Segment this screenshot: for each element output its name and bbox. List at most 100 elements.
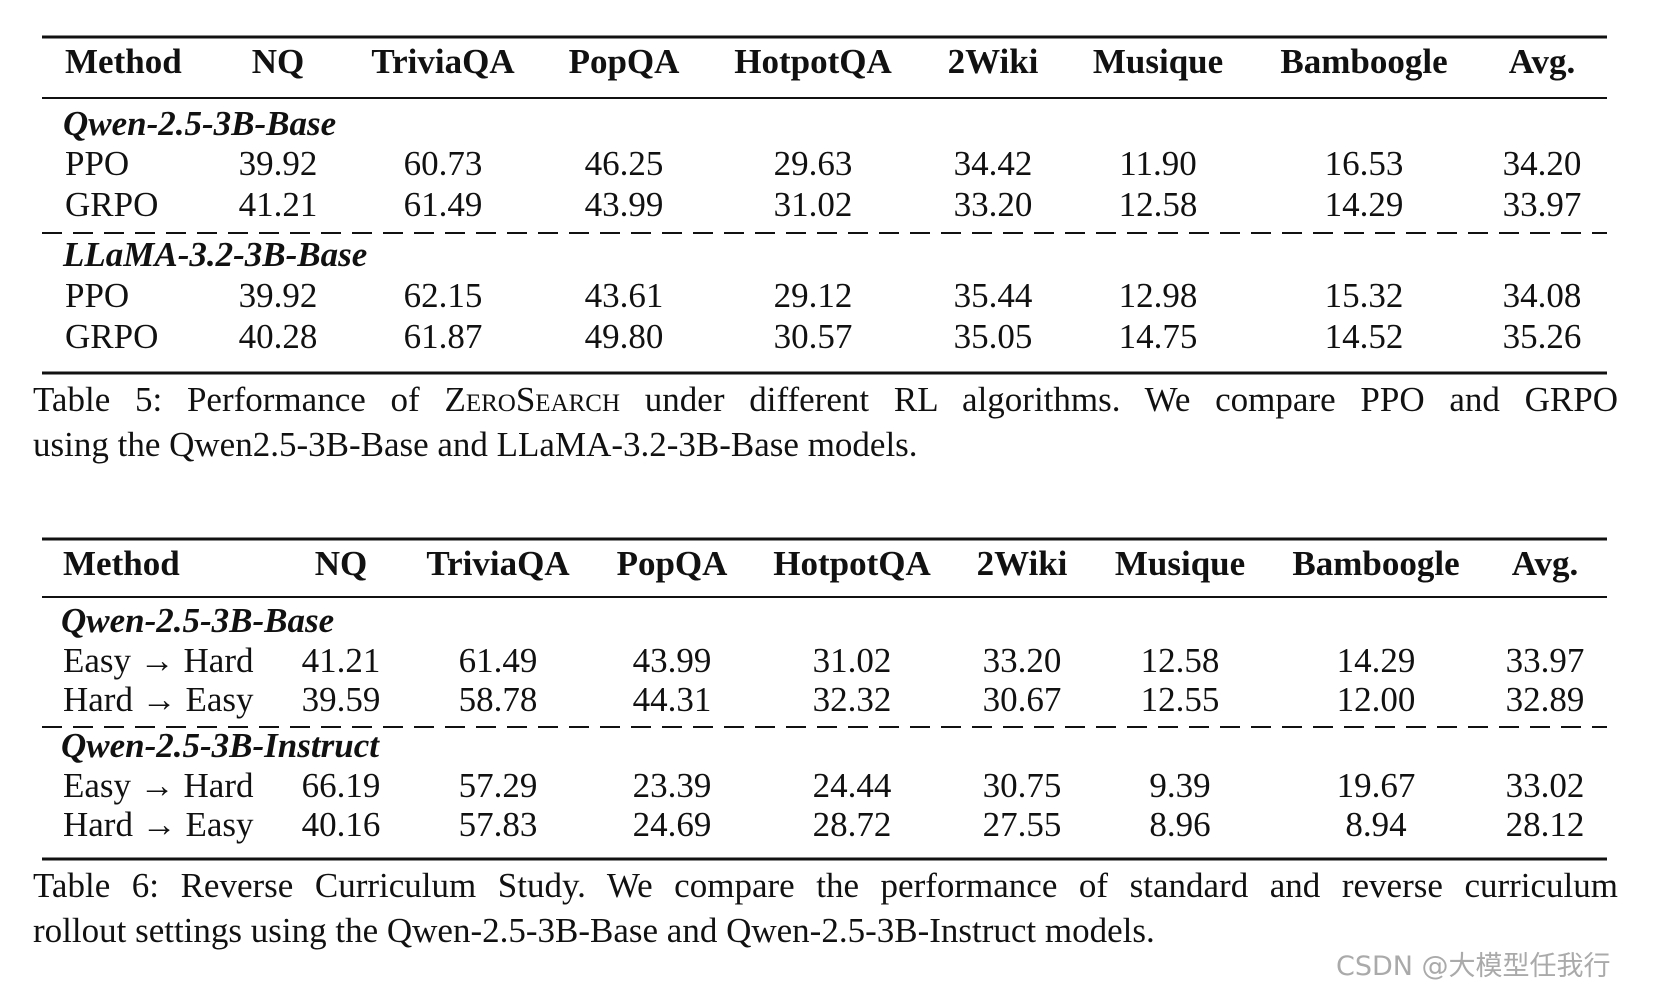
- row-label: Hard → Easy: [63, 680, 254, 719]
- column-header: HotpotQA: [734, 42, 892, 81]
- watermark: CSDN @大模型任我行: [1336, 951, 1611, 982]
- column-header: Avg.: [1512, 544, 1578, 583]
- cell: 16.53: [1325, 144, 1404, 183]
- cell: 41.21: [239, 185, 318, 224]
- row-label: PPO: [65, 144, 129, 183]
- cell: 14.29: [1325, 185, 1404, 224]
- column-header: Method: [63, 544, 180, 583]
- cell: 24.44: [813, 766, 892, 805]
- cell: 61.49: [459, 641, 538, 680]
- caption-text: Table 6: Reverse Curriculum Study. We co…: [33, 866, 1618, 905]
- column-header: TriviaQA: [426, 544, 570, 583]
- group-label: Qwen-2.5-3B-Base: [61, 601, 334, 640]
- cell: 40.16: [302, 805, 381, 844]
- group-label: LLaMA-3.2-3B-Base: [62, 235, 367, 274]
- column-header: NQ: [315, 544, 368, 583]
- cell: 49.80: [585, 317, 664, 356]
- cell: 30.57: [774, 317, 853, 356]
- cell: 14.29: [1337, 641, 1416, 680]
- cell: 41.21: [302, 641, 381, 680]
- cell: 34.42: [954, 144, 1033, 183]
- cell: 44.31: [633, 680, 712, 719]
- cell: 60.73: [404, 144, 483, 183]
- cell: 24.69: [633, 805, 712, 844]
- row-label: PPO: [65, 276, 129, 315]
- row-label: Hard → Easy: [63, 805, 254, 844]
- cell: 8.96: [1149, 805, 1210, 844]
- column-header: NQ: [252, 42, 305, 81]
- column-header: Method: [65, 42, 182, 81]
- group-label: Qwen-2.5-3B-Base: [63, 104, 336, 143]
- cell: 31.02: [774, 185, 853, 224]
- cell: 19.67: [1337, 766, 1416, 805]
- column-header: Avg.: [1509, 42, 1575, 81]
- cell: 43.61: [585, 276, 664, 315]
- column-header: 2Wiki: [977, 544, 1068, 583]
- group-label: Qwen-2.5-3B-Instruct: [61, 726, 380, 765]
- cell: 57.83: [459, 805, 538, 844]
- cell: 12.00: [1337, 680, 1416, 719]
- cell: 57.29: [459, 766, 538, 805]
- caption-text: under different RL algorithms. We compar…: [644, 380, 1619, 419]
- row-label: Easy → Hard: [63, 641, 254, 680]
- cell: 39.92: [239, 276, 318, 315]
- cell: 34.20: [1503, 144, 1582, 183]
- column-header: Musique: [1115, 544, 1245, 583]
- cell: 33.97: [1506, 641, 1585, 680]
- column-header: PopQA: [617, 544, 729, 583]
- caption-line: Table 6: Reverse Curriculum Study. We co…: [33, 866, 1618, 906]
- cell: 39.92: [239, 144, 318, 183]
- cell: 39.59: [302, 680, 381, 719]
- cell: 35.44: [954, 276, 1033, 315]
- cell: 35.05: [954, 317, 1033, 356]
- cell: 14.75: [1119, 317, 1198, 356]
- cell: 12.55: [1141, 680, 1220, 719]
- caption-line: Table 5: Performance of ZeroSearch under…: [33, 380, 1618, 420]
- cell: 15.32: [1325, 276, 1404, 315]
- cell: 14.52: [1325, 317, 1404, 356]
- cell: 66.19: [302, 766, 381, 805]
- cell: 29.63: [774, 144, 853, 183]
- cell: 12.58: [1119, 185, 1198, 224]
- caption-line: rollout settings using the Qwen-2.5-3B-B…: [33, 911, 1155, 950]
- caption-line: using the Qwen2.5-3B-Base and LLaMA-3.2-…: [33, 425, 918, 464]
- cell: 33.97: [1503, 185, 1582, 224]
- cell: 33.20: [983, 641, 1062, 680]
- column-header: 2Wiki: [948, 42, 1039, 81]
- column-header: TriviaQA: [371, 42, 515, 81]
- cell: 33.20: [954, 185, 1033, 224]
- column-header: Bamboogle: [1280, 42, 1447, 81]
- cell: 32.89: [1506, 680, 1585, 719]
- cell: 61.87: [404, 317, 483, 356]
- cell: 28.12: [1506, 805, 1585, 844]
- cell: 40.28: [239, 317, 318, 356]
- cell: 12.58: [1141, 641, 1220, 680]
- cell: 27.55: [983, 805, 1062, 844]
- caption-text: ZeroSearch: [444, 380, 621, 419]
- cell: 28.72: [813, 805, 892, 844]
- cell: 62.15: [404, 276, 483, 315]
- cell: 30.67: [983, 680, 1062, 719]
- row-label: GRPO: [65, 317, 158, 356]
- row-label: GRPO: [65, 185, 158, 224]
- column-header: Bamboogle: [1292, 544, 1459, 583]
- cell: 58.78: [459, 680, 538, 719]
- cell: 33.02: [1506, 766, 1585, 805]
- cell: 61.49: [404, 185, 483, 224]
- cell: 43.99: [585, 185, 664, 224]
- cell: 23.39: [633, 766, 712, 805]
- column-header: PopQA: [569, 42, 681, 81]
- cell: 29.12: [774, 276, 853, 315]
- caption-text: Table 5: Performance of: [33, 380, 420, 419]
- column-header: Musique: [1093, 42, 1223, 81]
- column-header: HotpotQA: [773, 544, 931, 583]
- cell: 46.25: [585, 144, 664, 183]
- cell: 43.99: [633, 641, 712, 680]
- cell: 30.75: [983, 766, 1062, 805]
- cell: 11.90: [1119, 144, 1196, 183]
- cell: 8.94: [1345, 805, 1406, 844]
- row-label: Easy → Hard: [63, 766, 254, 805]
- cell: 31.02: [813, 641, 892, 680]
